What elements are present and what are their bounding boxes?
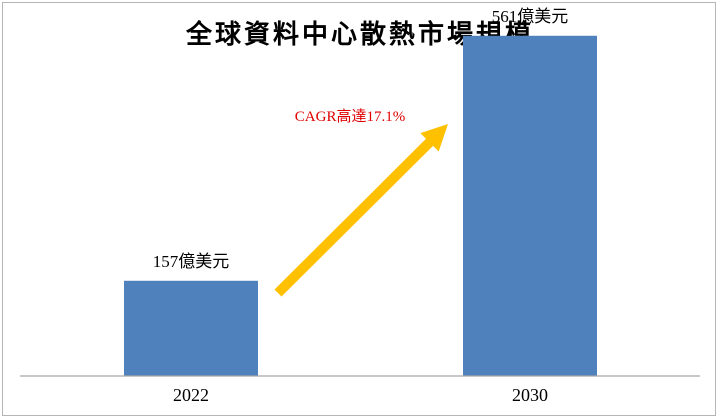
x-tick-label-2022: 2022 bbox=[173, 385, 209, 405]
labels-layer: 157億美元 2022 561億美元 2030 bbox=[153, 7, 569, 405]
x-tick-label-2030: 2030 bbox=[512, 385, 548, 405]
growth-arrow bbox=[274, 124, 448, 297]
bars-layer bbox=[124, 35, 597, 377]
data-label-2030: 561億美元 bbox=[492, 7, 569, 26]
bar-2022 bbox=[124, 280, 258, 376]
growth-arrow-shape bbox=[274, 124, 448, 297]
cagr-annotation: CAGR高達17.1% bbox=[295, 108, 405, 125]
bar-2030 bbox=[463, 35, 597, 377]
data-label-2022: 157億美元 bbox=[153, 252, 230, 271]
